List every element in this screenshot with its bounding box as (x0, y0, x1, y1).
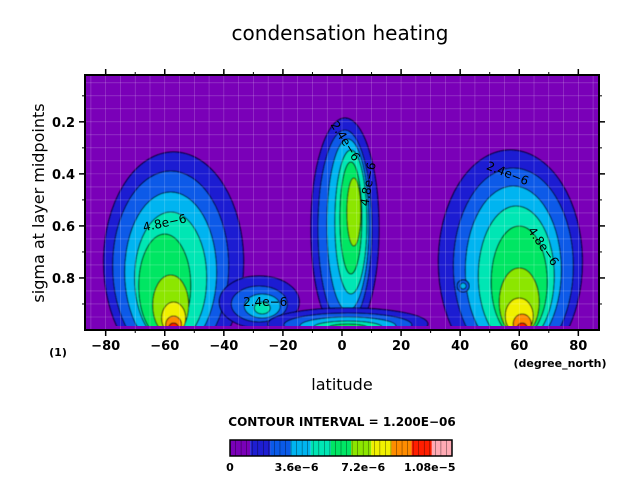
x-tick-label: 20 (392, 339, 410, 354)
y-tick-label: 0.2 (52, 116, 75, 131)
plot-area: 4.8e−62.4e−62.4e−64.8e−6 2.4e−64.8e−6 (84, 74, 600, 331)
colorbar-swatch (351, 440, 372, 456)
x-tick-label: −60 (150, 339, 179, 354)
colorbar-swatch (250, 440, 271, 456)
colorbar-tick-label: 3.6e−6 (275, 461, 319, 474)
y-tick-label: 0.8 (52, 272, 75, 287)
colorbar-swatch (270, 440, 291, 456)
nh-small-feature (456, 279, 470, 293)
contour-interval-text: CONTOUR INTERVAL = 1.200E−06 (228, 415, 455, 429)
colorbar-swatch (230, 440, 251, 456)
x-tick-label: −40 (209, 339, 238, 354)
x-axis: −80 −60 −40 −20 0 20 40 60 80 (91, 69, 587, 354)
colorbar-swatch (371, 440, 392, 456)
chart-title: condensation heating (232, 21, 449, 45)
sh-sub-lobe (218, 275, 300, 329)
tropical-tower-band-5 (346, 177, 362, 247)
colorbar-tick-label: 1.08e−5 (404, 461, 455, 474)
tropical-surface (267, 307, 429, 330)
colorbar-frame (229, 439, 453, 457)
y-axis: 0.2 0.4 0.6 0.8 (52, 95, 605, 305)
nh-small-feature-band-1 (459, 282, 467, 290)
colorbar-swatch (431, 440, 452, 456)
y-tick-label: 0.6 (52, 220, 75, 235)
x-tick-label: −20 (268, 339, 297, 354)
y-axis-label: sigma at layer midpoints (29, 103, 48, 302)
colorbar-tick-label: 0 (226, 461, 234, 474)
x-tick-label: 60 (510, 339, 528, 354)
x-axis-units: (degree_north) (513, 357, 606, 370)
y-axis-units: (1) (49, 346, 67, 359)
x-tick-label: 0 (337, 339, 346, 354)
contour-fill (85, 117, 599, 330)
contour-label: 2.4e−6 (243, 295, 287, 309)
colorbar-tick-label: 7.2e−6 (341, 461, 385, 474)
colorbar-swatch (310, 440, 331, 456)
x-tick-label: −80 (91, 339, 120, 354)
tropical-tower (310, 117, 380, 330)
y-tick-label: 0.4 (52, 168, 75, 183)
colorbar: 0 3.6e−6 7.2e−6 1.08e−5 (226, 439, 456, 474)
x-axis-label: latitude (311, 375, 372, 394)
x-tick-label: 40 (451, 339, 469, 354)
sh-sub-lobe-band-3 (253, 301, 271, 315)
colorbar-swatch (290, 440, 311, 456)
grid-lines (85, 75, 599, 330)
nh-lobe (437, 149, 583, 330)
surface-band (85, 326, 599, 330)
colorbar-swatch (411, 440, 432, 456)
colorbar-swatch (391, 440, 412, 456)
x-tick-label: 80 (569, 339, 587, 354)
